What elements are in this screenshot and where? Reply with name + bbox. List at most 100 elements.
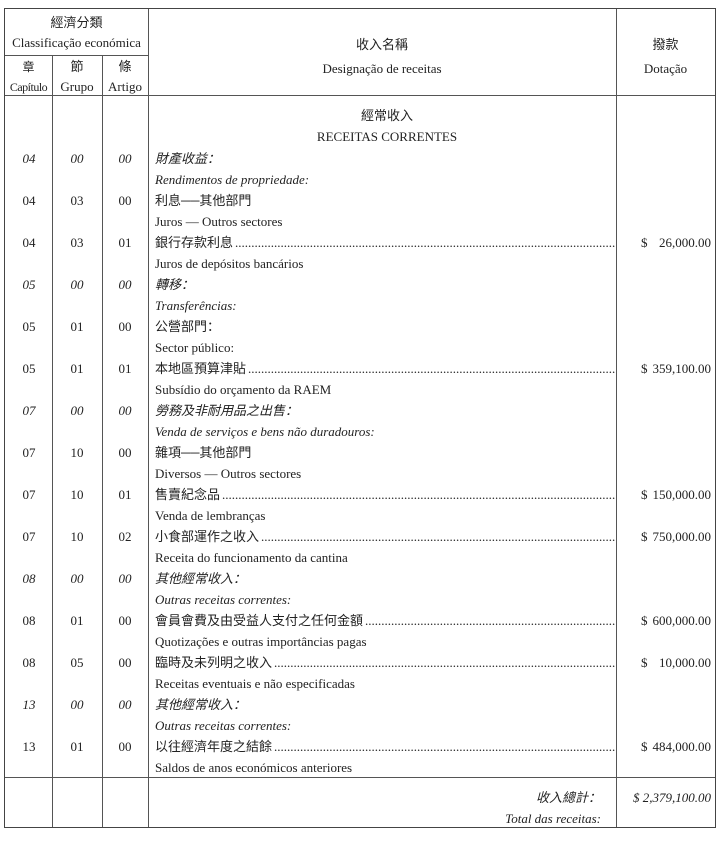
dotation-amount: $26,000.00 — [617, 232, 711, 253]
article-code: 00 — [118, 739, 132, 754]
revenue-table: 經濟分類 Classificação económica 章 Capítulo … — [4, 8, 716, 828]
group-code: 01 — [70, 739, 84, 754]
designation-pt: Juros de depósitos bancários — [155, 256, 304, 271]
header-text: 經濟分類 — [50, 15, 103, 30]
dotation-amount: $600,000.00 — [617, 610, 711, 631]
article-code: 00 — [118, 655, 132, 670]
designation-zh-text: 其他經常收入： — [155, 697, 247, 712]
designation-pt: Venda de lembranças — [155, 508, 266, 523]
designation-zh: 會員會費及由受益人支付之任何金額 — [155, 610, 615, 631]
designation-zh-text: 臨時及未列明之收入 — [155, 655, 273, 670]
designation-zh: 售賣紀念品 — [155, 484, 615, 505]
table-row-pt: Venda de serviços e bens não duradouros: — [5, 421, 717, 442]
amount-value: 750,000.00 — [652, 529, 712, 544]
header-text: 節 — [70, 59, 84, 74]
article-code: 00 — [118, 319, 132, 334]
dot-leader — [274, 736, 615, 757]
amount-value: 150,000.00 — [652, 487, 712, 502]
table-row-pt: Outras receitas correntes: — [5, 715, 717, 736]
chapter-code: 08 — [22, 571, 36, 586]
table-row: 07 10 02 小食部運作之收入 $750,000.00 — [5, 526, 717, 547]
article-code: 02 — [118, 529, 132, 544]
section-title-pt: RECEITAS CORRENTES — [316, 129, 458, 144]
designation-zh: 銀行存款利息 — [155, 232, 615, 253]
group-code: 00 — [70, 571, 84, 586]
section-title-zh: 經常收入 — [360, 108, 413, 123]
group-code: 10 — [70, 529, 84, 544]
header-text: Grupo — [60, 79, 94, 94]
article-code: 00 — [118, 151, 132, 166]
table-row-pt: Juros — Outros sectores — [5, 211, 717, 232]
article-code: 00 — [118, 277, 132, 292]
header-text: Classificação económica — [12, 35, 141, 50]
chapter-code: 05 — [22, 361, 36, 376]
group-code: 01 — [70, 361, 84, 376]
divider — [52, 56, 53, 827]
currency-symbol: $ — [641, 235, 648, 250]
divider — [148, 9, 149, 827]
chapter-code: 05 — [22, 277, 36, 292]
dot-leader — [235, 232, 615, 253]
dotation-amount: $750,000.00 — [617, 526, 711, 547]
currency-symbol: $ — [641, 361, 648, 376]
group-code: 00 — [70, 277, 84, 292]
article-code: 00 — [118, 613, 132, 628]
designation-pt: Quotizações e outras importâncias pagas — [155, 634, 367, 649]
table-row: 05 01 01 本地區預算津貼 $359,100.00 — [5, 358, 717, 379]
article-code: 01 — [118, 361, 132, 376]
group-code: 01 — [70, 319, 84, 334]
chapter-code: 07 — [22, 487, 36, 502]
designation-zh: 勞務及非耐用品之出售： — [155, 400, 615, 421]
designation-pt: Rendimentos de propriedade: — [155, 172, 310, 187]
group-code: 00 — [70, 697, 84, 712]
designation-pt: Sector público: — [155, 340, 235, 355]
dotation-amount: $359,100.00 — [617, 358, 711, 379]
designation-pt: Receita do funcionamento da cantina — [155, 550, 348, 565]
designation-pt: Outras receitas correntes: — [155, 592, 292, 607]
table-row-pt: Subsídio do orçamento da RAEM — [5, 379, 717, 400]
header-text: 章 — [22, 60, 35, 74]
table-row: 08 00 00 其他經常收入： — [5, 568, 717, 589]
article-code: 01 — [118, 235, 132, 250]
chapter-code: 13 — [22, 697, 36, 712]
header-text: Designação de receitas — [322, 61, 442, 76]
divider — [102, 56, 103, 827]
table-row-pt: Diversos — Outros sectores — [5, 463, 717, 484]
designation-zh-text: 其他經常收入： — [155, 571, 247, 586]
designation-zh-text: 利息──其他部門 — [155, 193, 252, 208]
table-row-pt: Sector público: — [5, 337, 717, 358]
article-code: 00 — [118, 403, 132, 418]
designation-zh: 雜項──其他部門 — [155, 442, 615, 463]
designation-zh-text: 以往經濟年度之結餘 — [155, 739, 273, 754]
designation-zh: 本地區預算津貼 — [155, 358, 615, 379]
classification-header: 經濟分類 Classificação económica — [5, 13, 148, 53]
table-row: 08 05 00 臨時及未列明之收入 $10,000.00 — [5, 652, 717, 673]
currency-symbol: $ — [641, 655, 648, 670]
chapter-code: 07 — [22, 403, 36, 418]
amount-value: 359,100.00 — [652, 361, 712, 376]
designation-pt: Venda de serviços e bens não duradouros: — [155, 424, 375, 439]
divider — [5, 777, 715, 778]
dotation-amount: $484,000.00 — [617, 736, 711, 757]
table-row: 04 03 01 銀行存款利息 $26,000.00 — [5, 232, 717, 253]
designation-zh: 小食部運作之收入 — [155, 526, 615, 547]
chapter-code: 08 — [22, 613, 36, 628]
dot-leader — [274, 652, 615, 673]
dotation-amount: $150,000.00 — [617, 484, 711, 505]
designation-pt: Juros — Outros sectores — [155, 214, 283, 229]
header-text: 撥款 — [652, 37, 679, 52]
designation-zh: 轉移： — [155, 274, 615, 295]
designation-zh: 其他經常收入： — [155, 568, 615, 589]
table-row: 04 00 00 財產收益： — [5, 148, 717, 169]
table-row-pt: Outras receitas correntes: — [5, 589, 717, 610]
table-row-pt: Receitas eventuais e não especificadas — [5, 673, 717, 694]
designation-zh-text: 售賣紀念品 — [155, 487, 221, 502]
designation-header: 收入名稱 Designação de receitas — [148, 33, 616, 81]
dot-leader — [248, 358, 615, 379]
designation-zh-text: 雜項──其他部門 — [155, 445, 252, 460]
designation-zh-text: 勞務及非耐用品之出售： — [155, 403, 299, 418]
article-code: 01 — [118, 487, 132, 502]
total-row: 收入總計： $ 2,379,100.00 — [5, 787, 717, 808]
header-text: Capítulo — [9, 80, 48, 94]
chapter-code: 04 — [22, 235, 36, 250]
